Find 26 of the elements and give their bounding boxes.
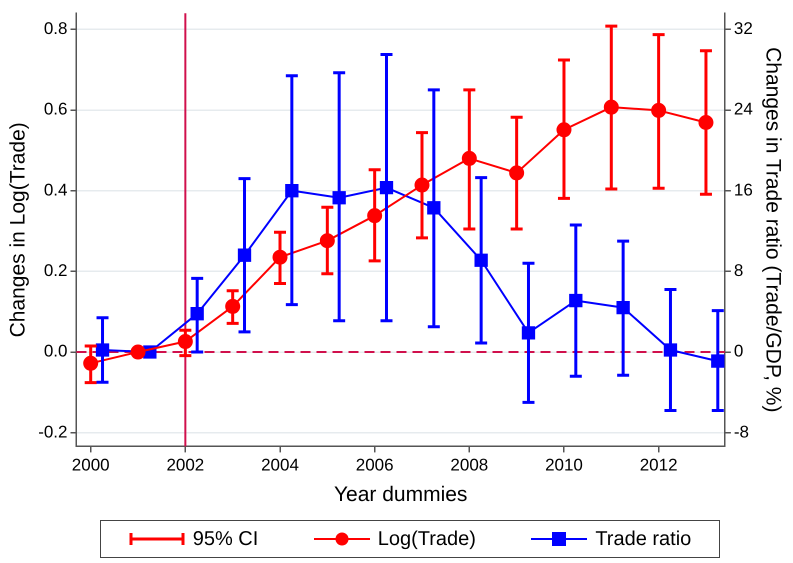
y-tick-label: 0.2 — [44, 261, 68, 280]
y-axis-title: Changes in Log(Trade) — [6, 122, 30, 338]
legend-label: Trade ratio — [595, 528, 692, 550]
x-tick-label: 2008 — [450, 455, 488, 474]
x-tick-label: 2000 — [72, 455, 110, 474]
y-tick-label: -0.2 — [38, 422, 68, 442]
y-tick-label: 0.0 — [44, 342, 68, 361]
text: 95% CI — [192, 528, 258, 550]
y-tick-label: 0.8 — [44, 19, 68, 38]
y2-tick-label: 24 — [734, 100, 753, 119]
y2-axis-title: Changes in Trade ratio (Trade/GDP, %) — [762, 47, 785, 412]
y2-tick-label: 8 — [734, 261, 744, 280]
y2-tick-label: -8 — [734, 422, 750, 442]
y2-tick-label: 16 — [734, 180, 753, 200]
x-tick-label: 2010 — [545, 455, 583, 474]
x-tick-label: 2002 — [166, 455, 204, 474]
legend-label: Log(Trade) — [378, 528, 476, 550]
x-axis-title: Year dummies — [334, 483, 468, 506]
y2-tick-label: 32 — [734, 19, 753, 38]
y-tick-label: 0.4 — [44, 180, 68, 200]
x-tick-label: 2012 — [640, 455, 678, 474]
y2-tick-label: 0 — [734, 342, 744, 361]
point — [130, 344, 146, 360]
y-tick-label: 0.6 — [44, 100, 68, 119]
x-tick-label: 2006 — [356, 455, 394, 474]
x-tick-label: 2004 — [261, 455, 299, 474]
